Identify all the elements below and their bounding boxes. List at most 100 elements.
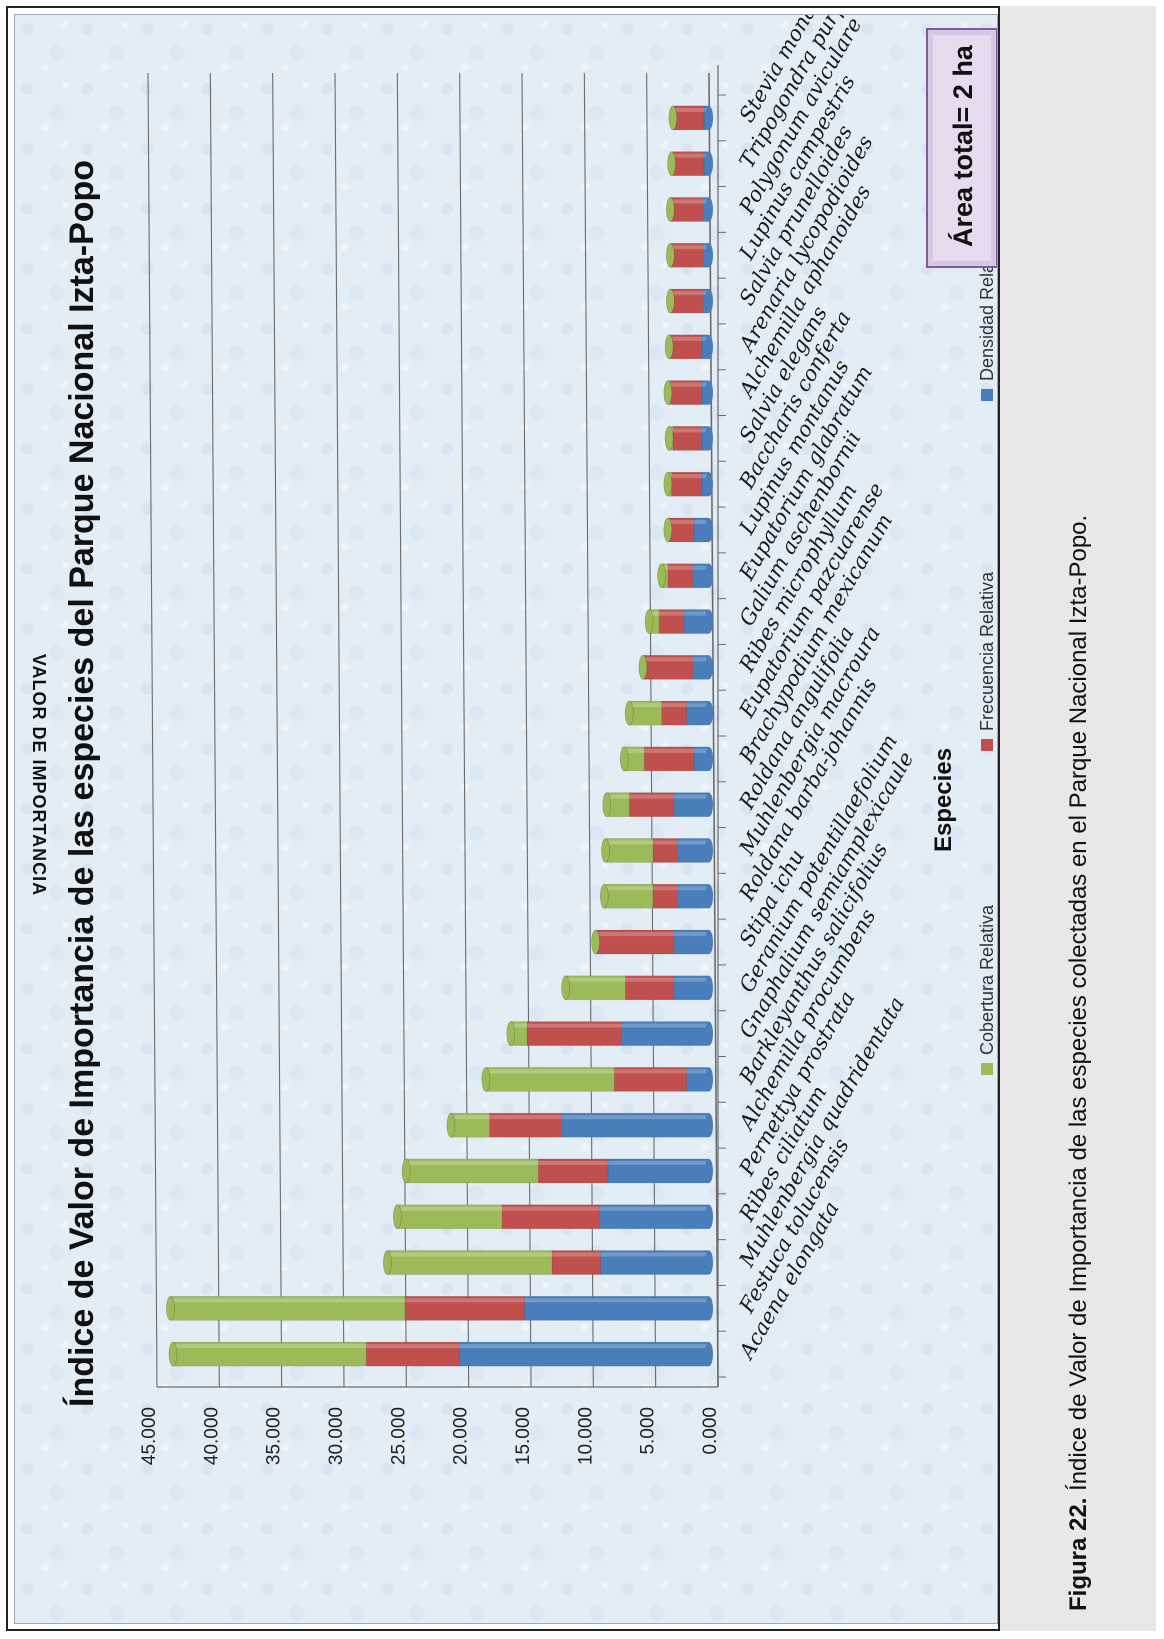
- legend-label: Cobertura Relativa: [977, 904, 997, 1055]
- bar-highlight: [606, 794, 630, 799]
- bar-segment-frecuencia: [670, 380, 702, 405]
- bar-base-cap: [705, 472, 713, 497]
- bar-base-cap: [705, 1204, 713, 1229]
- bar-segment-cobertura: [405, 1158, 539, 1184]
- bar-base-cap: [705, 975, 713, 1000]
- bar-base-cap: [705, 655, 713, 680]
- bar-highlight: [614, 1069, 687, 1074]
- figure-caption: Figura 22. Índice de Valor de Importanci…: [1065, 515, 1092, 1611]
- bar-segment-frecuencia: [667, 563, 694, 589]
- bar-highlight: [701, 474, 709, 479]
- bar-highlight: [677, 886, 709, 891]
- caption-area: Figura 22. Índice de Valor de Importanci…: [1065, 515, 1092, 1611]
- bar-base-cap: [705, 380, 713, 405]
- bar-cap: [601, 838, 610, 863]
- bar-highlight: [629, 703, 662, 708]
- bar-base-cap: [705, 1021, 713, 1046]
- bar-highlight: [450, 1115, 490, 1120]
- bar-highlight: [489, 1115, 562, 1120]
- bar-segment-frecuencia: [404, 1296, 525, 1321]
- bar-highlight: [502, 1206, 600, 1211]
- bar-highlight: [459, 1344, 709, 1349]
- bar-highlight: [702, 291, 709, 296]
- bar-highlight: [625, 977, 675, 982]
- bar-segment-frecuencia: [671, 288, 704, 314]
- bar-highlight: [404, 1298, 525, 1303]
- bar-highlight: [565, 977, 626, 982]
- bar-highlight: [671, 474, 702, 479]
- bar-highlight: [397, 1206, 503, 1211]
- bar-cap: [168, 1341, 178, 1367]
- bar-cap: [638, 655, 648, 680]
- bar-base-cap: [705, 563, 713, 588]
- y-tick-label: 25.000: [388, 1407, 409, 1465]
- bar-highlight: [672, 428, 702, 433]
- bar-base-cap: [705, 151, 713, 176]
- bar-cap: [666, 242, 675, 268]
- bar-highlight: [366, 1344, 460, 1349]
- legend-swatch: [981, 1063, 993, 1075]
- bar-highlight: [596, 932, 675, 937]
- bar-highlight: [599, 1206, 709, 1211]
- area-box-label: Área total= 2 ha: [947, 44, 978, 247]
- bar-segment-frecuencia: [596, 929, 675, 955]
- figure-caption-label: Figura 22.: [1065, 1498, 1092, 1611]
- bar-segment-cobertura: [565, 975, 626, 1001]
- gridline: [272, 72, 283, 1388]
- y-tick-label: 40.000: [201, 1407, 222, 1465]
- bar-base-cap: [705, 746, 713, 771]
- bar-highlight: [674, 932, 709, 937]
- bar-base-cap: [705, 930, 713, 955]
- y-tick-label: 0.000: [700, 1407, 721, 1455]
- bar-base-cap: [705, 243, 713, 268]
- y-tick-label: 45.000: [139, 1407, 160, 1465]
- bar-highlight: [661, 565, 668, 570]
- bar-base-cap: [705, 838, 713, 863]
- bar-highlight: [694, 519, 709, 524]
- bar-base-cap: [705, 197, 713, 222]
- y-tick-label: 5.000: [638, 1407, 659, 1455]
- bar-cap: [446, 1112, 456, 1138]
- bar-segment-frecuencia: [672, 151, 705, 176]
- bar-cap: [657, 563, 666, 589]
- bar-highlight: [677, 840, 709, 845]
- bar-segment-frecuencia: [625, 975, 675, 1001]
- bar-highlight: [621, 1023, 709, 1028]
- bar-cap: [602, 792, 612, 817]
- bar-highlight: [629, 794, 675, 799]
- bar-highlight: [702, 199, 709, 204]
- y-axis-title: VALOR DE IMPORTANCIA: [29, 654, 49, 896]
- y-tick-label: 30.000: [326, 1407, 347, 1465]
- bar-base-cap: [705, 1158, 713, 1183]
- bar-segment-cobertura: [628, 700, 662, 726]
- bar-cap: [393, 1204, 402, 1230]
- bar-highlight: [694, 748, 709, 753]
- bar-highlight: [701, 382, 709, 387]
- bar-segment-cobertura: [172, 1341, 367, 1367]
- bar-cap: [666, 197, 675, 222]
- bar-segment-densidad: [683, 609, 710, 634]
- bar-base-cap: [705, 1342, 713, 1367]
- legend-label: Frecuencia Relativa: [977, 571, 997, 731]
- bar-base-cap: [705, 1296, 713, 1321]
- bar-segment-frecuencia: [652, 883, 679, 909]
- bar-cap: [619, 746, 629, 772]
- bar-cap: [383, 1250, 392, 1275]
- bar-highlight: [661, 703, 687, 708]
- legend-label: Densidad Relativa: [977, 234, 997, 381]
- bar-highlight: [538, 1160, 609, 1165]
- bar-highlight: [604, 886, 653, 891]
- bar-segment-frecuencia: [671, 197, 704, 222]
- bar-cap: [666, 288, 675, 314]
- bar-highlight: [644, 657, 693, 662]
- bar-segment-frecuencia: [672, 426, 702, 451]
- bar-base-cap: [705, 1250, 713, 1275]
- bar-segment-frecuencia: [489, 1112, 563, 1138]
- bar-highlight: [652, 840, 678, 845]
- bar-highlight: [701, 336, 709, 341]
- bar-highlight: [667, 565, 693, 570]
- bar-highlight: [670, 382, 702, 387]
- bar-highlight: [674, 794, 709, 799]
- bar-highlight: [671, 245, 703, 250]
- bar-base-cap: [705, 426, 713, 451]
